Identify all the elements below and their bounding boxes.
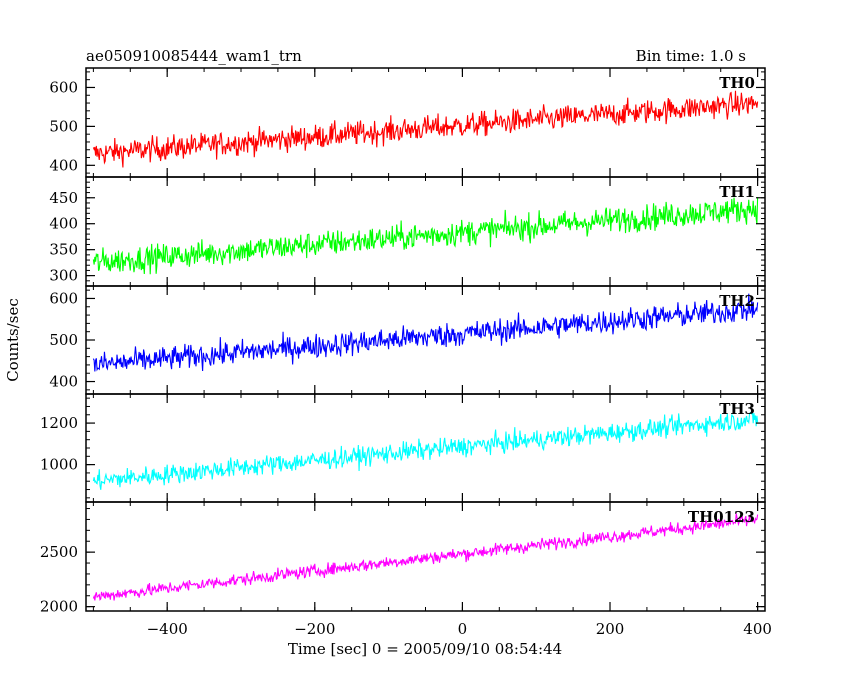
x-tick-label: −200 <box>294 620 335 638</box>
panel-label-th2: TH2 <box>719 292 755 310</box>
y-tick-label: 600 <box>49 289 78 307</box>
panel-label-th3: TH3 <box>719 400 755 418</box>
y-tick-label: 500 <box>49 117 78 135</box>
y-tick-label: 300 <box>49 267 78 285</box>
x-axis-tick-labels: −400 −200 0 200 400 <box>147 620 772 638</box>
bin-time-label: Bin time: 1.0 s <box>636 47 746 65</box>
panel-th3: 1000 1200 TH3 <box>40 393 766 503</box>
panel-th0: 400 500 600 TH0 <box>49 67 766 178</box>
y-tick-label: 1200 <box>40 414 78 432</box>
y-tick-label: 400 <box>49 156 78 174</box>
x-tick-label: −400 <box>147 620 188 638</box>
x-tick-label: 0 <box>458 620 468 638</box>
y-tick-label: 450 <box>49 189 78 207</box>
panels-group: 400 500 600 TH0 300 350 400 450 TH1 400 500 600 TH2 1… <box>40 67 766 616</box>
y-tick-label: 600 <box>49 78 78 96</box>
panel-label-th0: TH0 <box>719 74 755 92</box>
panel-label-th0123: TH0123 <box>688 508 755 526</box>
series-line-th2 <box>92 293 759 372</box>
y-tick-label: 500 <box>49 331 78 349</box>
x-tick-label: 200 <box>596 620 625 638</box>
series-line-th0 <box>92 90 759 168</box>
y-tick-label: 400 <box>49 215 78 233</box>
y-tick-label: 2500 <box>40 543 78 561</box>
panel-th0123: 2000 2500 TH0123 <box>40 501 766 616</box>
panel-th1: 300 350 400 450 TH1 <box>49 176 766 287</box>
y-tick-label: 350 <box>49 241 78 259</box>
series-line-th0123 <box>92 513 759 601</box>
y-axis-label: Counts/sec <box>4 298 22 382</box>
panel-th2: 400 500 600 TH2 <box>49 285 766 395</box>
y-tick-label: 2000 <box>40 598 78 616</box>
panel-label-th1: TH1 <box>719 183 755 201</box>
chart-title: ae050910085444_wam1_trn <box>86 47 302 65</box>
series-line-th3 <box>92 411 759 490</box>
x-tick-label: 400 <box>743 620 772 638</box>
y-tick-label: 1000 <box>40 456 78 474</box>
series-line-th1 <box>92 197 759 275</box>
y-tick-label: 400 <box>49 373 78 391</box>
x-axis-label: Time [sec] 0 = 2005/09/10 08:54:44 <box>288 640 562 658</box>
